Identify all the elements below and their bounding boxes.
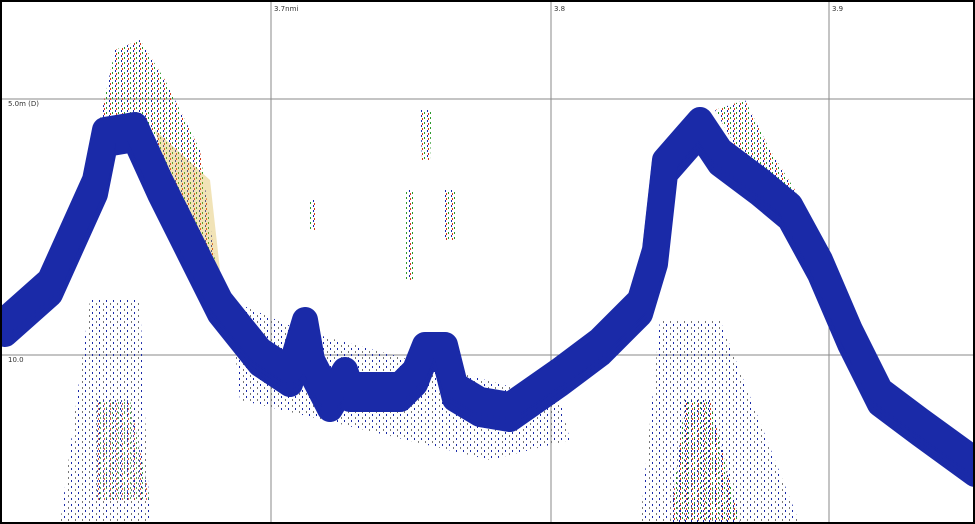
range-label: 3.8: [554, 5, 565, 13]
range-label: 3.7nmi: [274, 5, 298, 13]
page: 3.7nmi 3.8 3.9 5.0m (D) 10.0 (() => { co…: [0, 0, 975, 524]
depth-label: 10.0: [8, 356, 24, 364]
depth-label: 5.0m (D): [8, 100, 39, 108]
echogram-view: 3.7nmi 3.8 3.9 5.0m (D) 10.0: [0, 0, 975, 524]
range-label: 3.9: [832, 5, 843, 13]
